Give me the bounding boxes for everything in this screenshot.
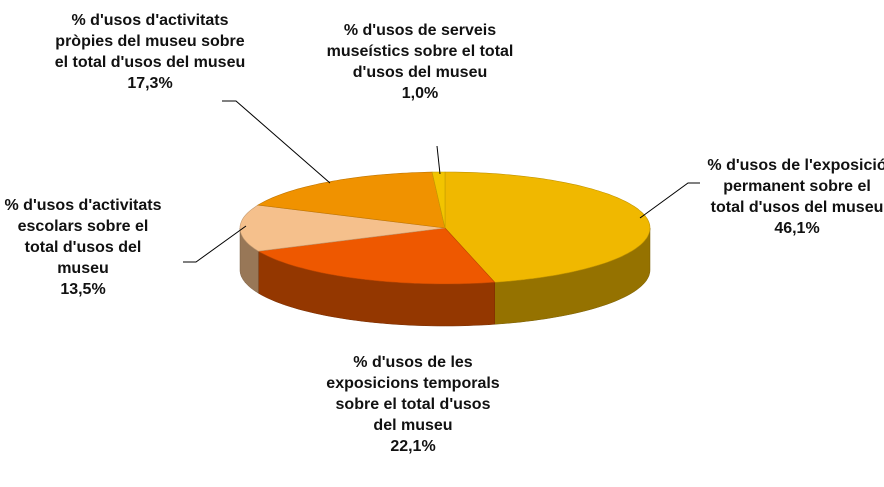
slice-label: % d'usos de les exposicions temporals so… <box>323 352 503 457</box>
pie-slice <box>257 227 496 285</box>
slice-label: % d'usos de l'exposició permanent sobre … <box>707 155 884 239</box>
pie-slice <box>444 171 651 283</box>
pie-slice <box>431 171 446 229</box>
slice-label: % d'usos de serveis museístics sobre el … <box>315 20 525 104</box>
value-label: 22,1% <box>390 438 436 455</box>
leader-line <box>183 225 247 263</box>
leader-line <box>436 145 441 175</box>
leader-line <box>639 182 700 219</box>
leader-lines <box>183 100 700 263</box>
slice-label: % d'usos d'activitats pròpies del museu … <box>50 10 250 94</box>
category-label: % d'usos d'activitats pròpies del museu … <box>54 12 246 71</box>
category-label: % d'usos de les exposicions temporals so… <box>326 354 500 434</box>
category-label: % d'usos de serveis museístics sobre el … <box>326 22 514 81</box>
value-label: 46,1% <box>774 220 820 237</box>
category-label: % d'usos de l'exposició permanent sobre … <box>707 157 884 216</box>
category-label: % d'usos d'activitats escolars sobre el … <box>4 197 162 277</box>
pie-sides <box>239 227 651 327</box>
leader-line <box>222 100 331 184</box>
value-label: 13,5% <box>60 281 106 298</box>
value-label: 17,3% <box>127 75 173 92</box>
pie-slice <box>239 204 446 252</box>
slice-label: % d'usos d'activitats escolars sobre el … <box>0 195 166 300</box>
value-label: 1,0% <box>401 85 439 102</box>
